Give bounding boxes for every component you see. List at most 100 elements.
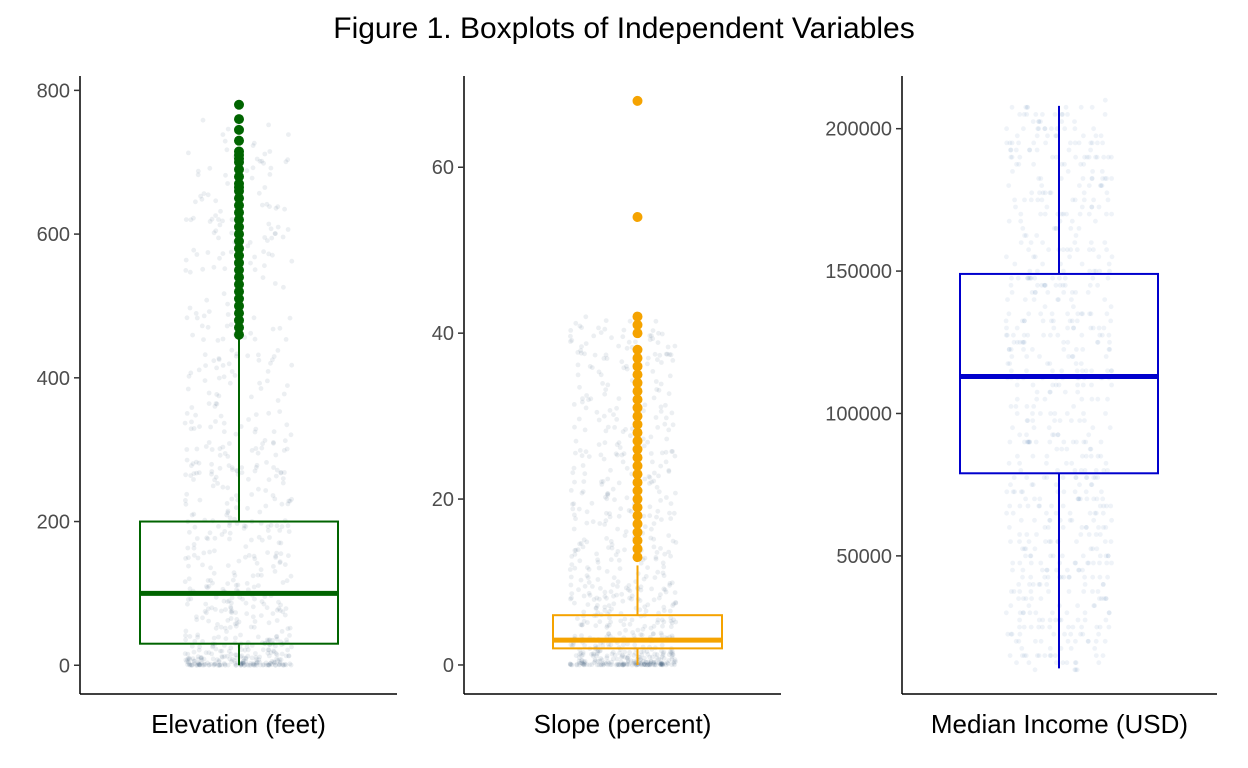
outlier-point bbox=[632, 535, 643, 546]
jitter-point bbox=[597, 596, 602, 602]
jitter-point bbox=[1067, 517, 1073, 523]
jitter-point bbox=[623, 627, 628, 633]
jitter-point bbox=[1057, 282, 1063, 288]
jitter-point bbox=[286, 553, 291, 559]
jitter-point bbox=[228, 609, 234, 615]
jitter-point bbox=[196, 367, 202, 373]
jitter-point bbox=[1008, 147, 1014, 153]
jitter-point bbox=[598, 662, 604, 667]
jitter-point bbox=[602, 440, 608, 446]
jitter-point bbox=[1087, 268, 1093, 274]
jitter-point bbox=[217, 452, 223, 458]
jitter-point bbox=[664, 351, 670, 357]
jitter-point bbox=[276, 662, 282, 668]
outlier-point bbox=[632, 212, 643, 223]
jitter-point bbox=[266, 637, 272, 643]
jitter-point bbox=[596, 369, 602, 375]
jitter-point bbox=[594, 662, 600, 668]
jitter-point bbox=[191, 477, 196, 482]
jitter-point bbox=[1086, 154, 1092, 160]
jitter-point bbox=[274, 656, 279, 662]
jitter-point bbox=[582, 427, 588, 433]
outlier-point bbox=[234, 236, 244, 247]
jitter-point bbox=[1083, 368, 1089, 374]
jitter-point bbox=[266, 647, 271, 653]
jitter-point bbox=[1065, 638, 1071, 644]
jitter-point bbox=[1043, 282, 1048, 288]
jitter-point bbox=[195, 632, 201, 638]
jitter-point bbox=[637, 598, 643, 603]
jitter-point bbox=[289, 644, 294, 650]
outlier-point bbox=[632, 402, 643, 413]
jitter-point bbox=[580, 396, 585, 401]
jitter-point bbox=[245, 243, 251, 249]
outlier-point bbox=[234, 257, 244, 268]
jitter-point bbox=[1022, 439, 1027, 445]
jitter-point bbox=[1102, 638, 1108, 644]
jitter-point bbox=[186, 150, 191, 156]
jitter-point bbox=[243, 662, 249, 667]
jitter-point bbox=[1035, 268, 1040, 274]
jitter-point bbox=[266, 653, 272, 659]
jitter-point bbox=[1094, 546, 1100, 552]
jitter-point bbox=[274, 634, 279, 640]
jitter-point bbox=[638, 649, 644, 655]
jitter-point bbox=[262, 263, 267, 269]
jitter-point bbox=[1014, 660, 1019, 666]
jitter-point bbox=[1008, 482, 1013, 488]
jitter-point bbox=[1026, 439, 1032, 445]
jitter-point bbox=[199, 655, 205, 661]
jitter-point bbox=[616, 440, 622, 446]
jitter-point bbox=[1107, 347, 1113, 352]
jitter-point bbox=[1010, 489, 1016, 495]
jitter-point bbox=[666, 469, 672, 474]
jitter-point bbox=[1055, 297, 1061, 302]
jitter-point bbox=[1014, 161, 1019, 167]
jitter-point bbox=[671, 601, 677, 607]
jitter-point bbox=[1022, 233, 1027, 238]
jitter-point bbox=[1109, 176, 1114, 181]
jitter-point bbox=[243, 554, 248, 560]
jitter-point bbox=[1103, 553, 1109, 559]
jitter-point bbox=[572, 552, 578, 557]
jitter-point bbox=[1010, 560, 1016, 566]
jitter-point bbox=[276, 606, 282, 611]
jitter-point bbox=[1008, 154, 1014, 160]
jitter-point bbox=[1059, 368, 1065, 374]
jitter-point bbox=[622, 649, 627, 655]
jitter-point bbox=[609, 545, 615, 551]
jitter-point bbox=[582, 659, 588, 664]
jitter-point bbox=[624, 363, 629, 369]
jitter-point bbox=[1047, 517, 1053, 523]
jitter-point bbox=[249, 492, 255, 497]
jitter-point bbox=[280, 580, 286, 585]
jitter-point bbox=[1085, 638, 1091, 644]
jitter-point bbox=[1006, 460, 1012, 466]
jitter-point bbox=[1027, 582, 1032, 587]
jitter-point bbox=[217, 255, 222, 261]
jitter-point bbox=[609, 651, 615, 657]
jitter-point bbox=[1012, 197, 1017, 203]
jitter-point bbox=[670, 422, 676, 428]
jitter-point bbox=[283, 653, 289, 659]
jitter-point bbox=[1072, 240, 1078, 246]
jitter-point bbox=[602, 589, 608, 595]
jitter-point bbox=[197, 424, 202, 429]
jitter-point bbox=[1107, 425, 1113, 431]
jitter-point bbox=[1102, 97, 1108, 103]
jitter-point bbox=[1017, 539, 1022, 544]
jitter-point bbox=[269, 662, 275, 668]
jitter-point bbox=[207, 219, 213, 224]
jitter-point bbox=[607, 633, 613, 639]
jitter-point bbox=[1031, 161, 1036, 167]
jitter-point bbox=[188, 370, 194, 376]
jitter-point bbox=[1014, 411, 1020, 416]
jitter-point bbox=[205, 585, 210, 590]
jitter-point bbox=[1051, 432, 1057, 438]
jitter-point bbox=[212, 662, 218, 667]
jitter-point bbox=[183, 633, 188, 638]
jitter-point bbox=[1072, 126, 1078, 132]
jitter-point bbox=[1058, 176, 1064, 181]
jitter-point bbox=[274, 636, 280, 642]
jitter-point bbox=[635, 627, 641, 633]
